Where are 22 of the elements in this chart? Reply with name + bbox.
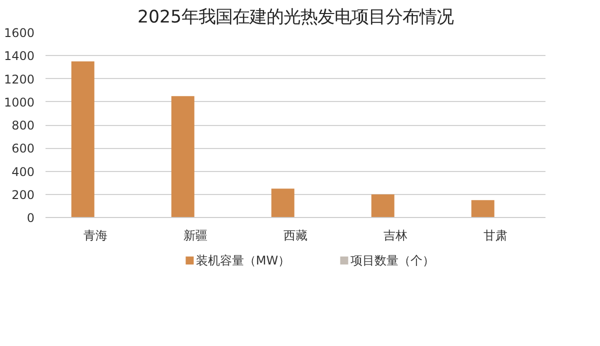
x-tick-label: 新疆 xyxy=(184,228,208,242)
bar xyxy=(271,188,294,218)
y-tick-label: 400 xyxy=(12,164,34,179)
y-tick-label: 1400 xyxy=(4,49,35,64)
y-tick-label: 1200 xyxy=(4,72,35,86)
legend-label: 项目数量（个） xyxy=(350,254,434,268)
y-tick-label: 1000 xyxy=(4,95,35,110)
legend-label: 装机容量（MW） xyxy=(196,254,290,268)
x-tick-label: 西藏 xyxy=(284,228,308,242)
bar xyxy=(171,96,194,218)
y-tick-label: 1600 xyxy=(4,26,35,40)
x-tick-label: 吉林 xyxy=(384,228,408,242)
y-tick-label: 800 xyxy=(12,118,34,132)
x-tick-label: 甘肃 xyxy=(484,228,508,242)
y-tick-label: 600 xyxy=(12,142,34,156)
bar xyxy=(471,200,494,218)
y-tick-label: 0 xyxy=(26,211,35,225)
bar xyxy=(71,61,94,218)
y-tick-label: 200 xyxy=(12,188,34,202)
bar xyxy=(371,194,394,218)
chart-title: 2025年我国在建的光热发电项目分布情况 xyxy=(137,8,454,28)
x-tick-label: 青海 xyxy=(84,228,108,242)
